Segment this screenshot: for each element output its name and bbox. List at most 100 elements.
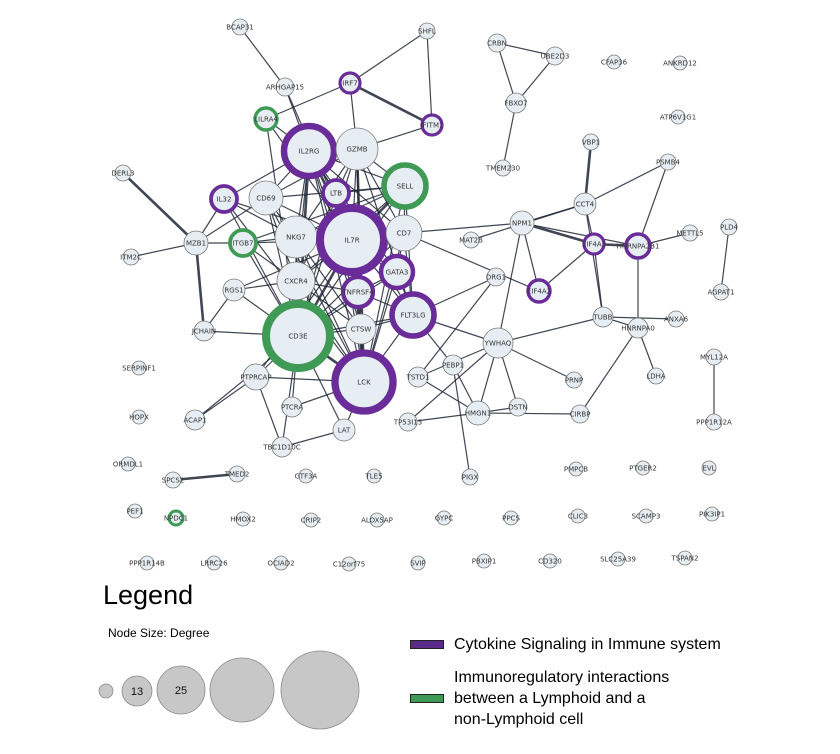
node-circle[interactable]: [120, 456, 136, 472]
node-derl3[interactable]: DERL3: [111, 164, 135, 182]
node-mettl5[interactable]: METTL5: [676, 224, 704, 242]
node-circle[interactable]: [526, 278, 552, 304]
node-circle[interactable]: [503, 510, 519, 526]
node-eif4a3[interactable]: EIF4A3: [582, 232, 606, 256]
node-tbc1d10c[interactable]: TBC1D10C: [262, 436, 301, 458]
node-pld4[interactable]: PLD4: [720, 218, 739, 236]
node-circle[interactable]: [610, 551, 626, 567]
node-circle[interactable]: [262, 300, 334, 372]
node-circle[interactable]: [486, 267, 506, 287]
node-circle[interactable]: [131, 409, 147, 425]
node-gypc[interactable]: GYPC: [435, 510, 454, 526]
node-pigx[interactable]: PIGX: [461, 468, 479, 486]
node-arhgap15[interactable]: ARHGAP15: [266, 77, 304, 97]
node-circle[interactable]: [505, 92, 527, 114]
node-ppp1r14b[interactable]: PPP1R14B: [129, 555, 165, 571]
node-circle[interactable]: [273, 555, 289, 571]
node-circle[interactable]: [341, 556, 357, 572]
node-ube2d3[interactable]: UBE2D3: [541, 46, 570, 66]
node-cd3e[interactable]: CD3E: [262, 300, 334, 372]
node-circle[interactable]: [476, 553, 492, 569]
node-circle[interactable]: [681, 224, 699, 242]
node-circle[interactable]: [494, 159, 512, 177]
node-circle[interactable]: [280, 122, 338, 180]
node-circle[interactable]: [275, 77, 295, 97]
node-circle[interactable]: [570, 404, 590, 424]
node-ptprcap[interactable]: PTPRCAP: [240, 363, 272, 391]
node-crbn[interactable]: CRBN: [487, 33, 507, 53]
node-circle[interactable]: [542, 553, 558, 569]
node-circle[interactable]: [164, 471, 182, 489]
node-tle5[interactable]: TLE5: [364, 468, 383, 484]
node-cd69[interactable]: CD69: [248, 180, 284, 216]
node-gata3[interactable]: GATA3: [378, 253, 416, 291]
node-lck[interactable]: LCK: [331, 349, 397, 415]
node-sell[interactable]: SELL: [381, 162, 429, 210]
node-vbp1[interactable]: VBP1: [582, 133, 600, 151]
node-circle[interactable]: [378, 253, 416, 291]
node-ppp1r12a[interactable]: PPP1R12A: [696, 413, 732, 431]
node-circle[interactable]: [193, 320, 215, 342]
node-mzb1[interactable]: MZB1: [183, 230, 209, 256]
node-circle[interactable]: [701, 460, 717, 476]
node-circle[interactable]: [281, 396, 303, 418]
node-circle[interactable]: [316, 204, 388, 276]
node-circle[interactable]: [462, 231, 480, 249]
node-ppcs[interactable]: PPCS: [502, 510, 520, 526]
node-cirbp[interactable]: CIRBP: [570, 404, 591, 424]
node-circle[interactable]: [627, 317, 649, 339]
node-crip2[interactable]: CRIP2: [301, 512, 322, 528]
node-circle[interactable]: [369, 512, 385, 528]
node-cxcr4[interactable]: CXCR4: [276, 261, 316, 301]
node-flt3lg[interactable]: FLT3LG: [389, 291, 437, 339]
node-circle[interactable]: [366, 468, 382, 484]
node-circle[interactable]: [131, 360, 147, 376]
node-circle[interactable]: [242, 363, 270, 391]
node-cct4[interactable]: CCT4: [573, 192, 597, 216]
node-circle[interactable]: [235, 511, 251, 527]
node-shfl[interactable]: SHFL: [418, 22, 436, 40]
node-ociad2[interactable]: OCIAD2: [267, 555, 295, 571]
node-hnrnpa2b1[interactable]: HNRNPA2B1: [617, 232, 660, 260]
node-circle[interactable]: [418, 22, 436, 40]
node-prnp[interactable]: PRNP: [565, 371, 584, 389]
node-drg1[interactable]: DRG1: [486, 267, 506, 287]
node-circle[interactable]: [592, 306, 614, 328]
node-hopx[interactable]: HOPX: [129, 409, 149, 425]
node-nkg7[interactable]: NKG7: [274, 215, 318, 259]
node-circle[interactable]: [340, 274, 376, 310]
node-lrrc26[interactable]: LRRC26: [200, 555, 228, 571]
node-circle[interactable]: [253, 106, 279, 132]
node-circle[interactable]: [139, 555, 155, 571]
node-eif4a2[interactable]: EIF4A2: [526, 278, 552, 304]
node-circle[interactable]: [659, 153, 677, 171]
node-circle[interactable]: [570, 508, 586, 524]
node-circle[interactable]: [606, 54, 622, 70]
node-circle[interactable]: [222, 278, 246, 302]
node-serpinf1[interactable]: SERPINF1: [122, 360, 156, 376]
node-circle[interactable]: [332, 418, 356, 442]
node-circle[interactable]: [677, 550, 693, 566]
node-slc25a39[interactable]: SLC25A39: [600, 551, 636, 567]
node-circle[interactable]: [167, 509, 185, 527]
node-circle[interactable]: [228, 228, 258, 258]
node-circle[interactable]: [635, 460, 651, 476]
node-circle[interactable]: [228, 465, 246, 483]
node-circle[interactable]: [670, 109, 686, 125]
node-itgb7[interactable]: ITGB7: [228, 228, 258, 258]
node-circle[interactable]: [720, 218, 738, 236]
node-cd7[interactable]: CD7: [385, 214, 423, 252]
node-ankrd12[interactable]: ANKRD12: [663, 55, 697, 71]
node-ctsw[interactable]: CTSW: [345, 313, 377, 345]
node-lilra4[interactable]: LILRA4: [253, 106, 279, 132]
node-circle[interactable]: [704, 506, 720, 522]
node-circle[interactable]: [298, 468, 314, 484]
node-circle[interactable]: [122, 248, 140, 266]
node-il32[interactable]: IL32: [209, 184, 239, 214]
node-gtf3a[interactable]: GTF3A: [295, 468, 318, 484]
node-bcap31[interactable]: BCAP31: [226, 18, 254, 36]
node-circle[interactable]: [276, 261, 316, 301]
node-atp6v1g1[interactable]: ATP6V1G1: [660, 109, 696, 125]
node-circle[interactable]: [712, 283, 730, 301]
node-circle[interactable]: [638, 508, 654, 524]
